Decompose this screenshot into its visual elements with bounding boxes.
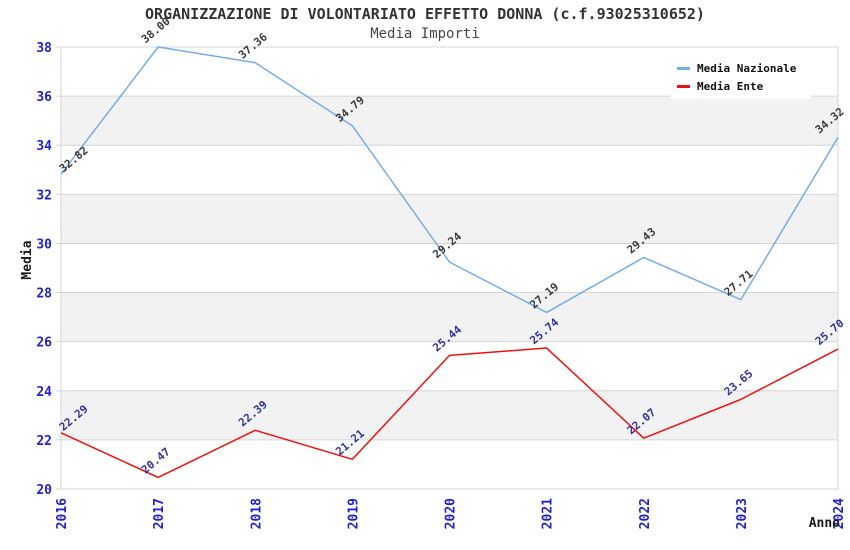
plot-band [61,341,838,391]
x-tick-label: 2016 [55,498,70,529]
y-tick-label: 28 [36,287,52,302]
legend-line-swatch-ente-icon [677,84,690,88]
x-tick-label: 2022 [638,498,653,529]
plot-band [61,96,838,146]
y-tick-label: 38 [36,41,52,56]
y-tick-label: 34 [36,139,52,154]
plot-band [61,243,838,293]
plot-band [61,390,838,440]
legend-item-media-nazionale: Media Nazionale [677,62,811,75]
data-label-media-nazionale: 38.00 [139,15,173,46]
legend: Media Nazionale Media Ente [671,55,811,99]
x-tick-label: 2024 [832,498,847,529]
plot-band [61,292,838,342]
plot-band [61,439,838,489]
x-tick-label: 2020 [444,498,459,529]
series-line-media-ente [60,347,839,479]
y-tick-label: 20 [36,483,52,498]
legend-label-media-nazionale: Media Nazionale [697,61,797,75]
y-tick-label: 26 [36,336,52,351]
plot-band [61,194,838,244]
series-line-media-nazionale [60,46,839,314]
y-tick-label: 22 [36,434,52,449]
y-tick-label: 32 [36,188,52,203]
x-tick-label: 2021 [541,498,556,529]
legend-label-media-ente: Media Ente [697,79,764,93]
x-axis-title: Anno [809,516,840,531]
x-tick-label: 2023 [735,498,750,529]
y-tick-label: 36 [36,90,52,105]
x-tick-label: 2017 [152,498,167,529]
y-tick-label: 30 [36,237,52,252]
legend-line-swatch-nazionale-icon [677,66,690,70]
legend-item-media-ente: Media Ente [677,80,811,93]
y-tick-label: 24 [36,385,52,400]
x-tick-label: 2018 [249,498,264,529]
x-tick-label: 2019 [346,498,361,529]
chart-subtitle: Media Importi [370,26,480,42]
chart-title: ORGANIZZAZIONE DI VOLONTARIATO EFFETTO D… [145,5,705,23]
y-axis-title: Media [20,240,35,279]
plot-border [60,46,839,490]
plot-band [61,145,838,195]
